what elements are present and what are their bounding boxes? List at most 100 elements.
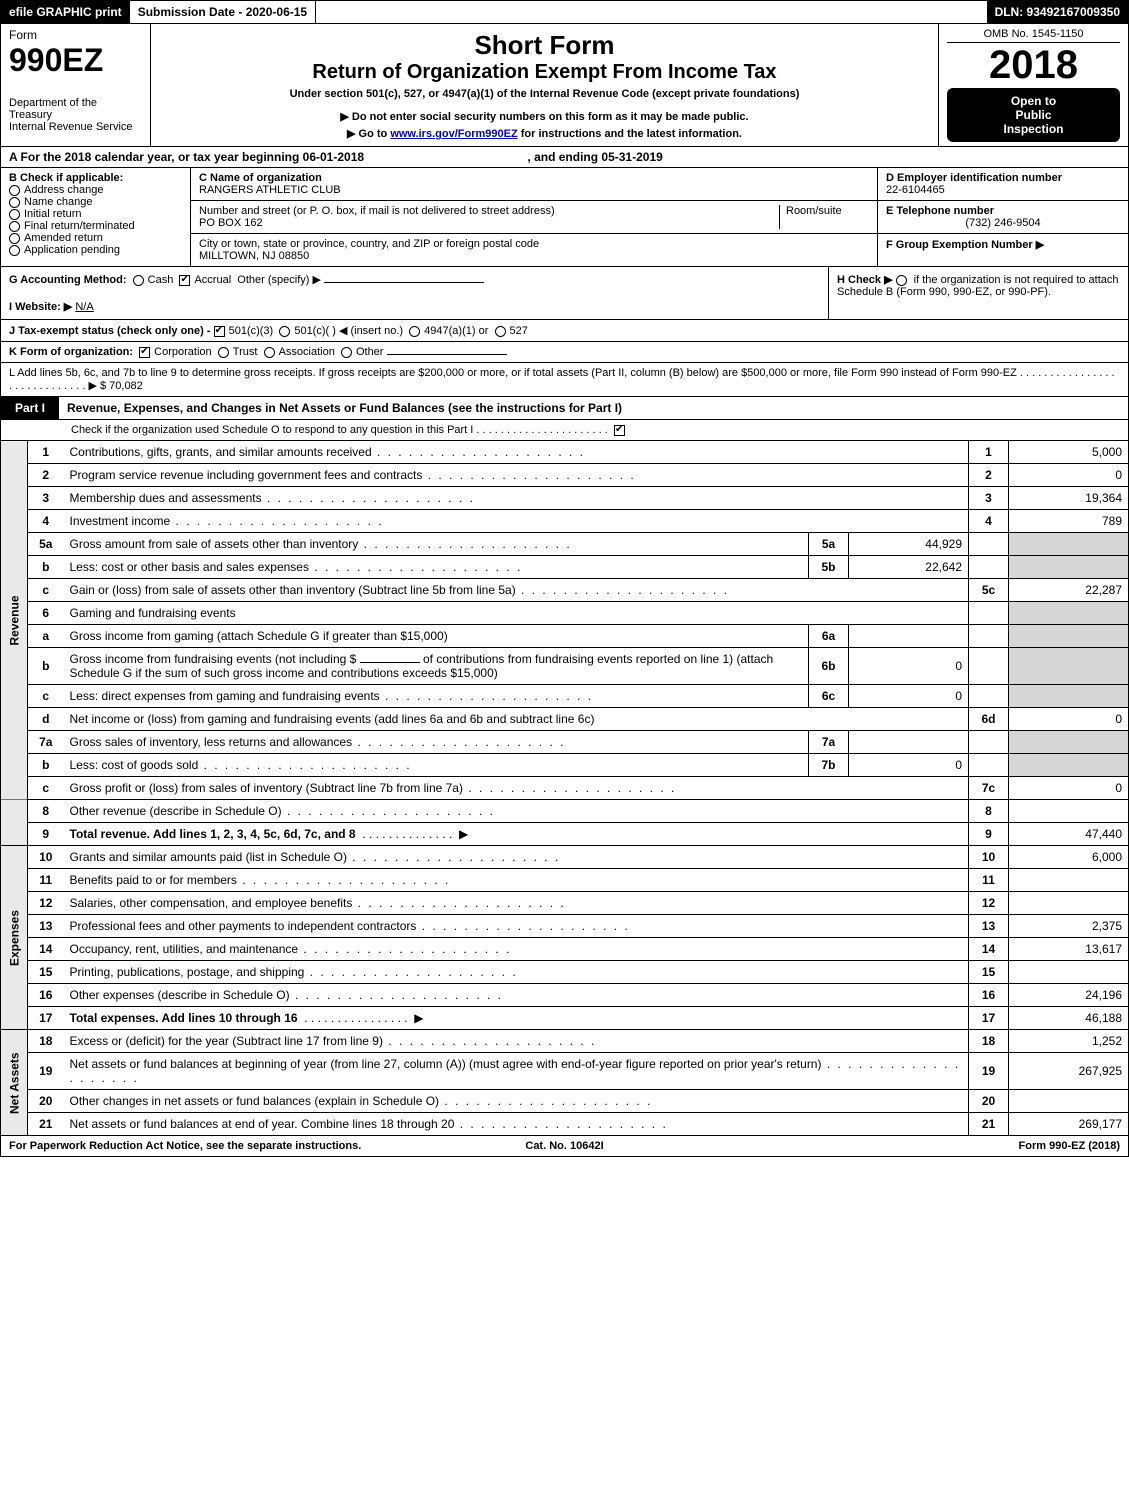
section-j-tax-exempt: J Tax-exempt status (check only one) - 5…: [0, 320, 1129, 342]
submission-date: Submission Date - 2020-06-15: [130, 1, 316, 23]
initial-return-checkbox[interactable]: [9, 209, 20, 220]
k-corp-checkbox[interactable]: [139, 347, 150, 358]
line-box: 18: [969, 1030, 1009, 1053]
inner-val: [849, 731, 969, 754]
accrual-checkbox[interactable]: [179, 275, 190, 286]
l6b-amount-input[interactable]: [360, 662, 420, 663]
j-527-checkbox[interactable]: [495, 326, 506, 337]
line-num: b: [28, 648, 64, 685]
l6b-desc1: Gross income from fundraising events (no…: [70, 652, 357, 666]
line-box: 4: [969, 510, 1009, 533]
line-box: 12: [969, 892, 1009, 915]
other-method-input[interactable]: [324, 282, 484, 283]
l-text: L Add lines 5b, 6c, and 7b to line 9 to …: [9, 367, 1115, 392]
section-def: D Employer identification number 22-6104…: [878, 168, 1128, 266]
line-val: 267,925: [1009, 1053, 1129, 1090]
table-row: c Less: direct expenses from gaming and …: [1, 685, 1129, 708]
line-box: 9: [969, 823, 1009, 846]
inner-val: 0: [849, 685, 969, 708]
line-box-shade: [969, 648, 1009, 685]
line-desc: Gross profit or (loss) from sales of inv…: [64, 777, 969, 800]
line-box: 11: [969, 869, 1009, 892]
table-row: c Gross profit or (loss) from sales of i…: [1, 777, 1129, 800]
amended-return-checkbox[interactable]: [9, 233, 20, 244]
line-desc: Excess or (deficit) for the year (Subtra…: [64, 1030, 969, 1053]
k-corp-label: Corporation: [154, 346, 211, 358]
line-desc: Program service revenue including govern…: [64, 464, 969, 487]
line-num: 18: [28, 1030, 64, 1053]
org-name: RANGERS ATHLETIC CLUB: [199, 184, 869, 196]
line-box: 13: [969, 915, 1009, 938]
line-box-shade: [969, 754, 1009, 777]
c-city-label: City or town, state or province, country…: [199, 238, 869, 250]
table-row: 17 Total expenses. Add lines 10 through …: [1, 1007, 1129, 1030]
line-box: 1: [969, 441, 1009, 464]
line-desc: Gaming and fundraising events: [64, 602, 969, 625]
k-assoc-label: Association: [279, 346, 335, 358]
room-suite-label: Room/suite: [779, 205, 869, 229]
line-val: 13,617: [1009, 938, 1129, 961]
other-method-label: Other (specify) ▶: [237, 274, 321, 286]
line-box: 8: [969, 800, 1009, 823]
line-box: 16: [969, 984, 1009, 1007]
table-row: 7a Gross sales of inventory, less return…: [1, 731, 1129, 754]
footer-left: For Paperwork Reduction Act Notice, see …: [1, 1136, 377, 1156]
website-value: N/A: [75, 301, 93, 313]
line-val: 46,188: [1009, 1007, 1129, 1030]
table-row: 19 Net assets or fund balances at beginn…: [1, 1053, 1129, 1090]
addr-change-checkbox[interactable]: [9, 185, 20, 196]
k-other-checkbox[interactable]: [341, 347, 352, 358]
k-trust-label: Trust: [233, 346, 258, 358]
l17-desc-bold: Total expenses. Add lines 10 through 16: [70, 1011, 298, 1025]
line-num: 19: [28, 1053, 64, 1090]
revenue-side-tab: Revenue: [1, 441, 28, 800]
section-g-h-i: G Accounting Method: Cash Accrual Other …: [0, 267, 1129, 320]
final-return-checkbox[interactable]: [9, 221, 20, 232]
j-4947-checkbox[interactable]: [409, 326, 420, 337]
cash-checkbox[interactable]: [133, 275, 144, 286]
j-501c3-checkbox[interactable]: [214, 326, 225, 337]
line-val-shade: [1009, 625, 1129, 648]
line-num: 3: [28, 487, 64, 510]
page-footer: For Paperwork Reduction Act Notice, see …: [0, 1136, 1129, 1157]
under-section-note: Under section 501(c), 527, or 4947(a)(1)…: [159, 88, 930, 100]
irs-link[interactable]: www.irs.gov/Form990EZ: [390, 128, 517, 140]
inner-val: 0: [849, 754, 969, 777]
line-box-shade: [969, 556, 1009, 579]
j-501c-checkbox[interactable]: [279, 326, 290, 337]
line-val-shade: [1009, 533, 1129, 556]
h-checkbox[interactable]: [896, 275, 907, 286]
inner-box: 5b: [809, 556, 849, 579]
efile-label[interactable]: efile GRAPHIC print: [1, 1, 130, 23]
org-street: PO BOX 162: [199, 217, 779, 229]
j-501c3-label: 501(c)(3): [229, 325, 274, 337]
line-box-shade: [969, 602, 1009, 625]
line-desc: Occupancy, rent, utilities, and maintena…: [64, 938, 969, 961]
line-desc: Less: direct expenses from gaming and fu…: [64, 685, 809, 708]
k-assoc-checkbox[interactable]: [264, 347, 275, 358]
line-num: 2: [28, 464, 64, 487]
line-box: 17: [969, 1007, 1009, 1030]
line-val: [1009, 892, 1129, 915]
line-val: 5,000: [1009, 441, 1129, 464]
line-desc: Contributions, gifts, grants, and simila…: [64, 441, 969, 464]
line-box: 15: [969, 961, 1009, 984]
line-val: [1009, 1090, 1129, 1113]
app-pending-checkbox[interactable]: [9, 245, 20, 256]
line-val: [1009, 961, 1129, 984]
table-row: Expenses 10 Grants and similar amounts p…: [1, 846, 1129, 869]
line-val: 2,375: [1009, 915, 1129, 938]
line-val: 19,364: [1009, 487, 1129, 510]
line-val: 269,177: [1009, 1113, 1129, 1136]
k-trust-checkbox[interactable]: [218, 347, 229, 358]
line-val: 789: [1009, 510, 1129, 533]
k-other-input[interactable]: [387, 354, 507, 355]
part-1-schedule-o-checkbox[interactable]: [614, 425, 625, 436]
line-val-shade: [1009, 754, 1129, 777]
name-change-checkbox[interactable]: [9, 197, 20, 208]
table-row: 21 Net assets or fund balances at end of…: [1, 1113, 1129, 1136]
dept-line2: Internal Revenue Service: [9, 121, 142, 133]
line-num: 1: [28, 441, 64, 464]
omb-number: OMB No. 1545-1150: [947, 28, 1120, 43]
app-pending-label: Application pending: [24, 244, 120, 256]
